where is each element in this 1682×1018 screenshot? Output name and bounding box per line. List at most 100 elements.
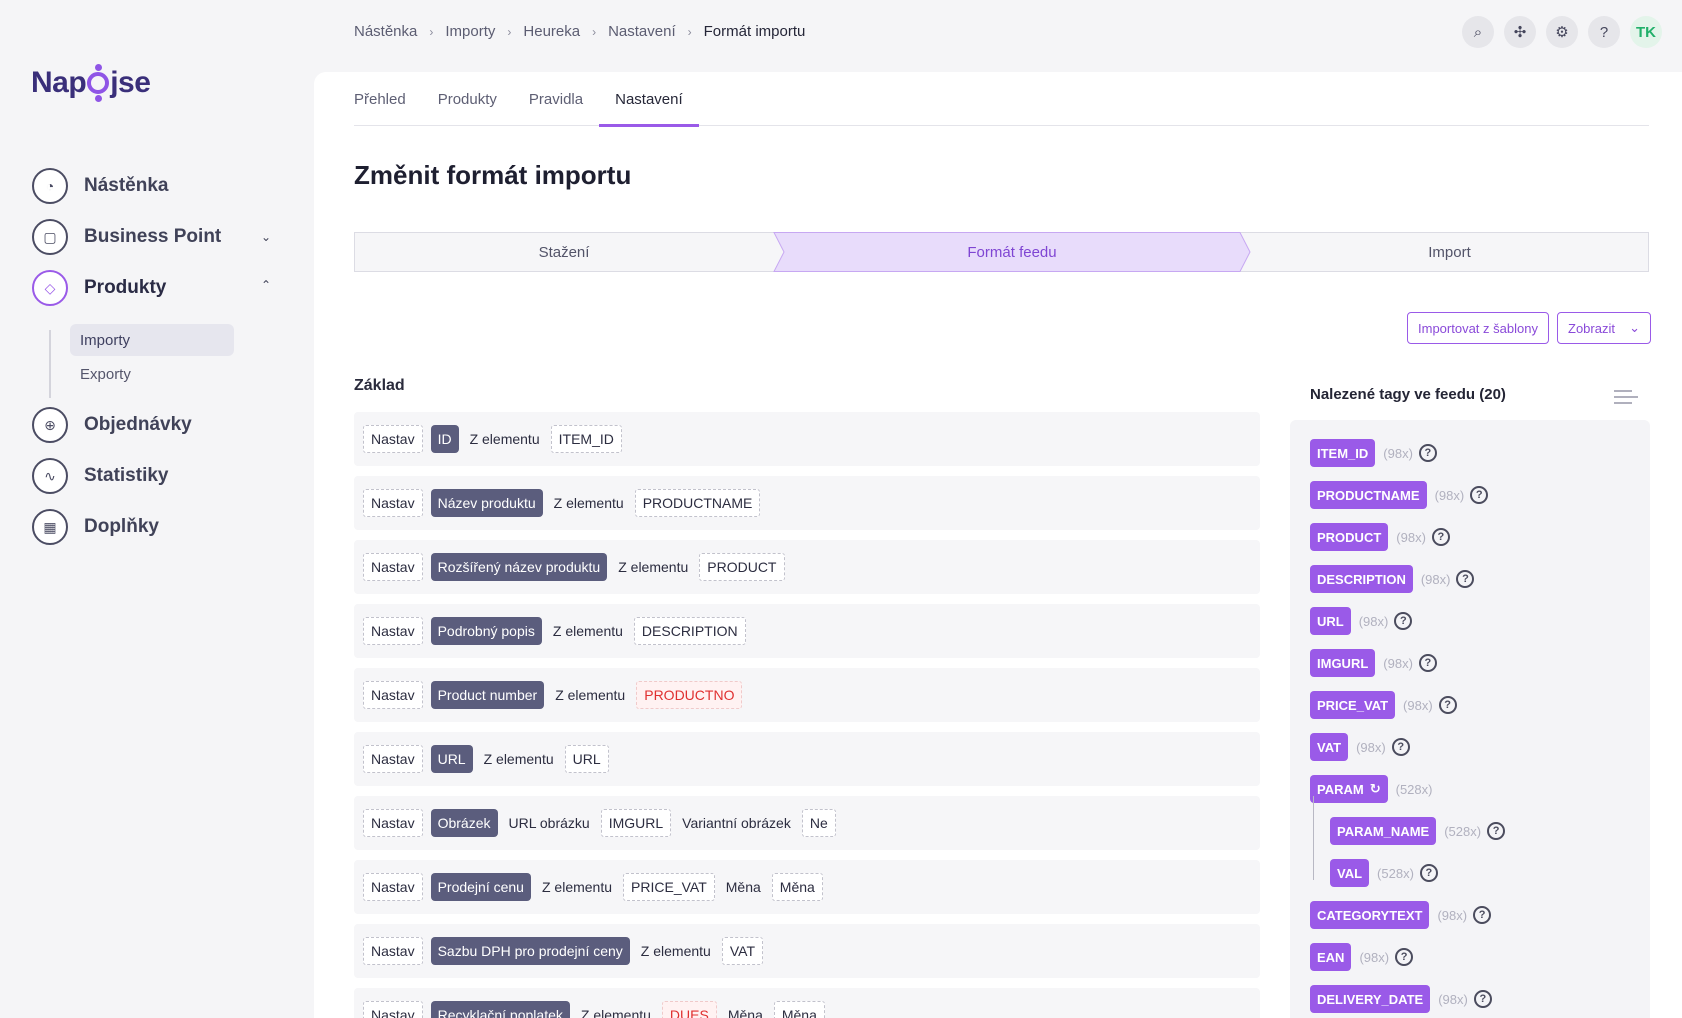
tab-rules[interactable]: Pravidla — [528, 90, 584, 108]
help-icon[interactable]: ? — [1487, 822, 1506, 840]
element-chip[interactable]: Nastav — [363, 489, 423, 517]
logo[interactable]: Nap jse — [31, 64, 151, 102]
element-chip[interactable]: Nastav — [363, 873, 423, 901]
puzzle-icon[interactable]: ✣ — [1504, 16, 1536, 48]
import-template-button[interactable]: Importovat z šablony — [1407, 312, 1549, 344]
tag-count: (98x) — [1358, 613, 1389, 629]
target-field-chip[interactable]: Podrobný popis — [430, 617, 542, 645]
tag-count: (98x) — [1356, 739, 1386, 755]
element-chip[interactable]: Nastav — [363, 1001, 423, 1018]
feed-tag[interactable]: DESCRIPTION — [1310, 565, 1413, 593]
sidebar-item-products[interactable]: ◇ Produkty — [32, 270, 166, 306]
sidebar-item-label: Objednávky — [84, 414, 192, 435]
feed-tag[interactable]: EAN — [1310, 943, 1352, 971]
collapse-panel-icon[interactable] — [1614, 386, 1638, 406]
element-chip[interactable]: Nastav — [363, 681, 423, 709]
chevron-up-icon[interactable]: ⌃ — [261, 278, 272, 292]
sidebar-item-dashboard[interactable]: ◔ Nástěnka — [32, 168, 169, 204]
help-icon[interactable]: ? — [1394, 612, 1413, 630]
target-field-chip[interactable]: Obrázek — [430, 809, 498, 837]
sidebar-item-label: Doplňky — [84, 516, 159, 537]
element-chip[interactable]: Měna — [773, 1001, 825, 1018]
refresh-icon[interactable]: ↻ — [1369, 781, 1381, 796]
breadcrumb-item[interactable]: Nástěnka — [354, 23, 418, 40]
feed-tag[interactable]: PRODUCT — [1310, 523, 1389, 551]
step-import[interactable]: Import — [1428, 243, 1471, 261]
help-icon[interactable]: ? — [1431, 528, 1450, 546]
sidebar-subitem-imports[interactable]: Importy — [70, 324, 234, 356]
help-icon[interactable]: ? — [1419, 864, 1438, 882]
help-icon[interactable]: ? — [1470, 486, 1489, 504]
sidebar-item-orders[interactable]: ⊕ Objednávky — [32, 407, 192, 443]
element-chip[interactable]: Nastav — [363, 937, 423, 965]
submenu-line — [49, 330, 51, 398]
feed-tag[interactable]: VAT — [1310, 733, 1349, 761]
feed-tag[interactable]: IMGURL — [1310, 649, 1376, 677]
feed-tag[interactable]: VAL — [1330, 859, 1370, 887]
help-icon[interactable]: ? — [1438, 696, 1457, 714]
element-chip[interactable]: ITEM_ID — [550, 425, 622, 453]
tab-overview[interactable]: Přehled — [354, 90, 406, 108]
help-icon[interactable]: ? — [1473, 906, 1492, 924]
help-icon[interactable]: ? — [1588, 16, 1620, 48]
element-chip[interactable]: Nastav — [363, 809, 423, 837]
target-field-chip[interactable]: Sazbu DPH pro prodejní ceny — [430, 937, 630, 965]
feed-tag[interactable]: PARAM ↻ — [1310, 775, 1388, 803]
element-chip[interactable]: Nastav — [363, 617, 423, 645]
search-icon[interactable]: ⌕ — [1462, 16, 1494, 48]
sidebar-item-business-point[interactable]: ▢ Business Point — [32, 219, 221, 255]
element-chip[interactable]: PRODUCTNAME — [634, 489, 761, 517]
show-dropdown-button[interactable]: Zobrazit ⌄ — [1557, 312, 1651, 344]
element-chip[interactable]: PRODUCT — [699, 553, 785, 581]
element-chip-error[interactable]: PRODUCTNO — [636, 681, 743, 709]
element-chip[interactable]: Nastav — [363, 745, 423, 773]
breadcrumb-item[interactable]: Heureka — [523, 23, 581, 40]
step-feed-format[interactable]: Formát feedu — [967, 243, 1057, 261]
breadcrumb-current: Formát importu — [703, 23, 806, 40]
chevron-down-icon[interactable]: ⌄ — [261, 230, 272, 244]
element-chip[interactable]: PRICE_VAT — [623, 873, 715, 901]
element-chip[interactable]: DESCRIPTION — [633, 617, 746, 645]
help-icon[interactable]: ? — [1418, 444, 1437, 462]
feed-tag[interactable]: CATEGORYTEXT — [1310, 901, 1430, 929]
breadcrumb: Nástěnka › Importy › Heureka › Nastavení › F… — [354, 23, 805, 40]
help-icon[interactable]: ? — [1391, 738, 1410, 756]
target-field-chip[interactable]: URL — [430, 745, 473, 773]
gear-icon[interactable]: ⚙ — [1546, 16, 1578, 48]
sidebar-subitem-exports[interactable]: Exporty — [80, 365, 131, 383]
sidebar-item-addons[interactable]: ▦ Doplňky — [32, 509, 159, 545]
sidebar-item-statistics[interactable]: ∿ Statistiky — [32, 458, 168, 494]
target-field-chip[interactable]: Product number — [430, 681, 545, 709]
feed-tag[interactable]: ITEM_ID — [1310, 439, 1376, 467]
element-chip[interactable]: Ne — [801, 809, 836, 837]
element-chip-error[interactable]: DUES — [661, 1001, 717, 1018]
element-chip[interactable]: Nastav — [363, 553, 423, 581]
target-field-chip[interactable]: Recyklační poplatek — [430, 1001, 570, 1018]
element-chip[interactable]: Měna — [771, 873, 823, 901]
target-field-chip[interactable]: ID — [430, 425, 459, 453]
feed-tag[interactable]: DELIVERY_DATE — [1310, 985, 1431, 1013]
element-chip[interactable]: URL — [564, 745, 609, 773]
breadcrumb-item[interactable]: Importy — [445, 23, 496, 40]
feed-tag[interactable]: URL — [1310, 607, 1351, 635]
help-icon[interactable]: ? — [1456, 570, 1475, 588]
tag-icon: ◇ — [32, 270, 68, 306]
element-chip[interactable]: VAT — [721, 937, 763, 965]
target-field-chip[interactable]: Rozšířený název produktu — [430, 553, 608, 581]
target-field-chip[interactable]: Název produktu — [430, 489, 543, 517]
element-chip[interactable]: IMGURL — [600, 809, 672, 837]
tab-products[interactable]: Produkty — [437, 90, 497, 108]
help-icon[interactable]: ? — [1473, 990, 1492, 1008]
sidebar-item-label: Nástěnka — [84, 175, 169, 196]
step-download[interactable]: Stažení — [538, 243, 590, 261]
help-icon[interactable]: ? — [1418, 654, 1437, 672]
breadcrumb-item[interactable]: Nastavení — [608, 23, 676, 40]
feed-tag[interactable]: PRODUCTNAME — [1310, 481, 1427, 509]
element-chip[interactable]: Nastav — [363, 425, 423, 453]
feed-tag[interactable]: PARAM_NAME — [1330, 817, 1437, 845]
tab-settings[interactable]: Nastavení — [599, 72, 699, 127]
avatar[interactable]: TK — [1630, 16, 1662, 48]
feed-tag[interactable]: PRICE_VAT — [1310, 691, 1396, 719]
target-field-chip[interactable]: Prodejní cenu — [430, 873, 531, 901]
help-icon[interactable]: ? — [1395, 948, 1414, 966]
